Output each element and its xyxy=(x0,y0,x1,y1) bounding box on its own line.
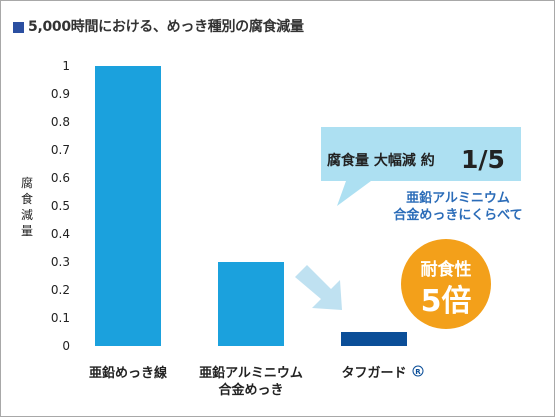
y-tick-label: 0.4 xyxy=(51,227,70,241)
badge: 耐食性 5倍 xyxy=(401,239,491,329)
callout-emphasis: 1/5 xyxy=(461,145,505,174)
category-label: 亜鉛めっき線 xyxy=(89,365,168,381)
bar xyxy=(341,332,407,346)
down-arrow-icon xyxy=(295,265,342,310)
category-label: 亜鉛アルミニウム xyxy=(199,365,303,381)
y-tick-label: 0.6 xyxy=(51,171,70,185)
callout-note-line: 亜鉛アルミニウム xyxy=(406,190,510,206)
y-tick-label: 0 xyxy=(62,339,70,353)
badge-line2: 5倍 xyxy=(421,284,472,319)
title-marker xyxy=(13,22,24,33)
y-axis-label-char: 食 xyxy=(20,192,33,206)
y-tick-label: 0.3 xyxy=(51,255,70,269)
y-tick-label: 0.9 xyxy=(51,87,70,101)
callout-note-line: 合金めっきにくらべて xyxy=(393,207,522,223)
y-tick-label: 0.1 xyxy=(51,311,70,325)
category-label: 合金めっき xyxy=(218,382,283,398)
y-tick-label: 1 xyxy=(62,59,70,73)
category-label: タフガード xyxy=(341,366,406,381)
y-tick-label: 0.2 xyxy=(51,283,70,297)
badge-line1: 耐食性 xyxy=(421,259,472,280)
y-tick-label: 0.8 xyxy=(51,115,70,129)
badge-circle xyxy=(401,239,491,329)
y-axis-label-char: 量 xyxy=(20,224,33,238)
bar xyxy=(218,262,284,346)
bar xyxy=(95,66,161,346)
registered-mark: R xyxy=(415,368,421,376)
callout-bubble xyxy=(321,127,521,206)
registered-mark-circle xyxy=(412,365,424,377)
y-tick-label: 0.7 xyxy=(51,143,70,157)
y-tick-label: 0.5 xyxy=(51,199,70,213)
chart-title: 5,000時間における、めっき種別の腐食減量 xyxy=(28,19,304,35)
arrow xyxy=(295,265,342,310)
y-axis-label-char: 腐 xyxy=(20,176,33,190)
bars xyxy=(95,66,407,346)
y-axis: 0 0.1 0.2 0.3 0.4 0.5 0.6 0.7 0.8 0.9 1 xyxy=(51,59,70,353)
y-axis-label-char: 減 xyxy=(20,208,33,222)
callout-text: 腐食量 大幅減 約 xyxy=(327,152,435,169)
